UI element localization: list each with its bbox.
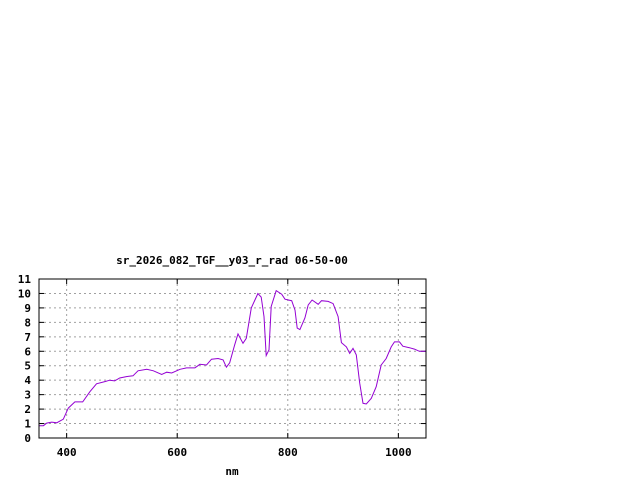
series-line	[39, 289, 426, 427]
y-tick-label: 0	[24, 432, 31, 445]
grid	[39, 278, 426, 439]
y-tick-label: 10	[18, 287, 31, 300]
y-tick-label: 7	[24, 331, 31, 344]
plot-frame	[38, 278, 427, 439]
y-tick-label: 8	[24, 316, 31, 329]
y-tick-label: 1	[24, 418, 31, 431]
x-tick-label: 600	[167, 446, 187, 459]
y-tick-label: 11	[18, 273, 32, 286]
x-tick-label: 800	[278, 446, 298, 459]
y-tick-label: 4	[24, 374, 31, 387]
chart-title: sr_2026_082_TGF__y03_r_rad 06-50-00	[116, 254, 348, 267]
x-axis-label: nm	[225, 465, 239, 478]
y-tick-label: 3	[24, 389, 31, 402]
x-tick-label: 400	[57, 446, 77, 459]
y-tick-label: 6	[24, 345, 31, 358]
y-tick-label: 9	[24, 302, 31, 315]
y-tick-label: 5	[24, 360, 31, 373]
y-tick-label: 2	[24, 403, 31, 416]
x-tick-label: 1000	[385, 446, 412, 459]
